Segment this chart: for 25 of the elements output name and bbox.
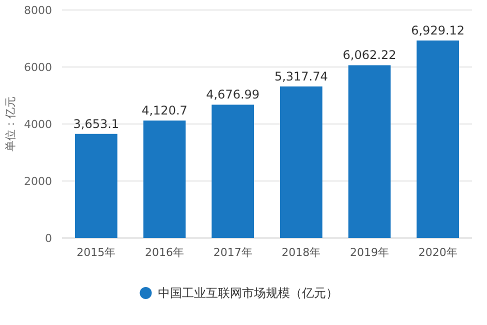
x-tick-label: 2018年 [282,246,321,259]
x-tick-label: 2019年 [350,246,389,259]
y-tick-label: 8000 [24,4,52,17]
y-tick-label: 6000 [24,61,52,74]
x-tick-label: 2017年 [213,246,252,259]
bar [416,40,460,238]
x-tick-label: 2016年 [145,246,184,259]
data-label: 3,653.1 [73,116,120,131]
data-label: 4,676.99 [206,88,260,102]
y-tick-label: 0 [45,232,52,245]
x-tick-label: 2020年 [418,246,458,259]
y-tick-label: 2000 [24,175,52,188]
data-label: 4,120.7 [142,104,188,118]
x-tick-label: 2015年 [76,246,116,259]
data-label: 6,062.22 [342,48,396,62]
bar [143,120,186,238]
data-label: 5,317.74 [274,69,328,84]
data-label: 6,929.12 [411,24,465,38]
y-axis-title: 单位：亿元 [4,96,17,152]
bar [348,65,391,238]
bar [212,104,254,238]
bar [280,86,322,238]
legend: 中国工业互联网市场规模（亿元） [140,286,338,300]
bar [74,134,118,238]
y-tick-label: 4000 [24,118,52,131]
